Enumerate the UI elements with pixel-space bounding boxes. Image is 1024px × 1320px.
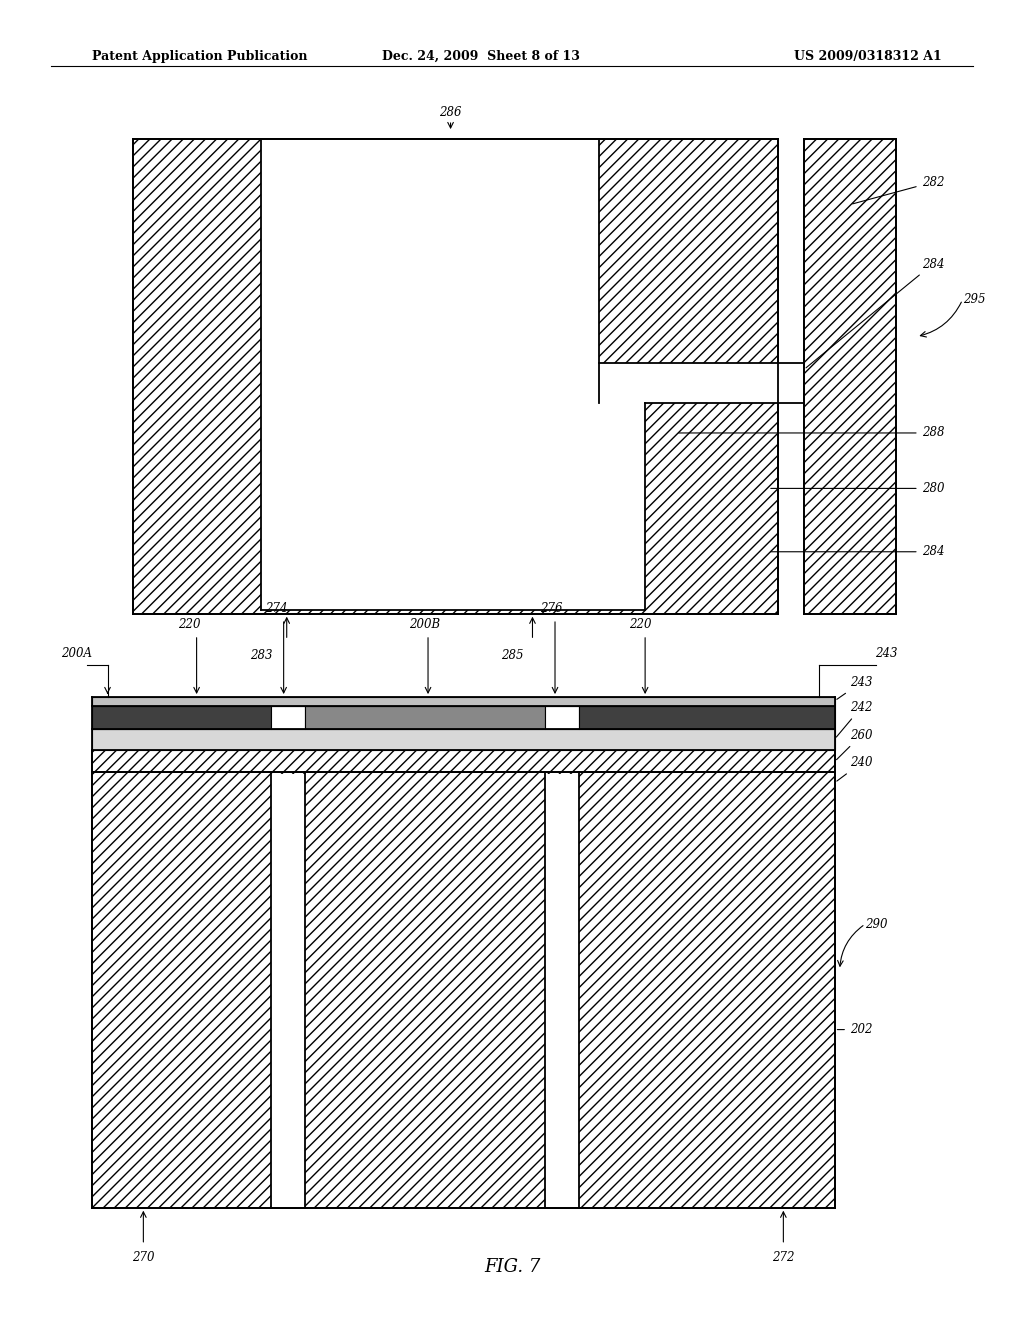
Text: Patent Application Publication: Patent Application Publication	[92, 50, 307, 63]
Bar	[92, 729, 835, 750]
Text: 284: 284	[771, 545, 944, 558]
Text: 285: 285	[501, 649, 523, 663]
Text: 288: 288	[679, 426, 944, 440]
Bar	[579, 706, 835, 729]
Bar	[261, 139, 599, 610]
Text: 200A: 200A	[61, 647, 92, 660]
Text: 260: 260	[837, 729, 872, 760]
Text: US 2009/0318312 A1: US 2009/0318312 A1	[795, 50, 942, 63]
Text: 220: 220	[629, 618, 651, 631]
Bar	[545, 706, 579, 729]
Bar	[599, 403, 645, 610]
Text: 282: 282	[853, 176, 944, 203]
Text: 220: 220	[178, 618, 201, 631]
Text: Dec. 24, 2009  Sheet 8 of 13: Dec. 24, 2009 Sheet 8 of 13	[382, 50, 581, 63]
Text: 270: 270	[132, 1251, 155, 1265]
Bar	[545, 774, 579, 1208]
Bar	[92, 706, 271, 729]
Text: 274: 274	[265, 602, 288, 615]
Text: 202: 202	[838, 1023, 872, 1036]
Text: 295: 295	[963, 293, 985, 306]
Bar	[804, 139, 896, 614]
Bar	[92, 697, 835, 706]
Text: 243: 243	[876, 647, 898, 660]
Text: 276: 276	[540, 602, 562, 615]
Text: 284: 284	[806, 257, 944, 368]
Text: 200B: 200B	[410, 618, 440, 631]
Bar	[271, 706, 305, 729]
Text: 280: 280	[771, 482, 944, 495]
Text: 290: 290	[865, 917, 888, 931]
Text: 286: 286	[439, 106, 462, 119]
Text: 240: 240	[837, 756, 872, 781]
Bar	[305, 706, 545, 729]
Bar	[133, 139, 778, 614]
Text: FIG. 7: FIG. 7	[483, 1258, 541, 1276]
Bar	[271, 774, 305, 1208]
Bar	[92, 772, 835, 1208]
Bar	[92, 750, 835, 772]
Text: 243: 243	[837, 676, 872, 700]
Text: 283: 283	[250, 649, 272, 663]
Bar	[599, 363, 804, 403]
Text: 272: 272	[772, 1251, 795, 1265]
Text: 242: 242	[837, 701, 872, 737]
